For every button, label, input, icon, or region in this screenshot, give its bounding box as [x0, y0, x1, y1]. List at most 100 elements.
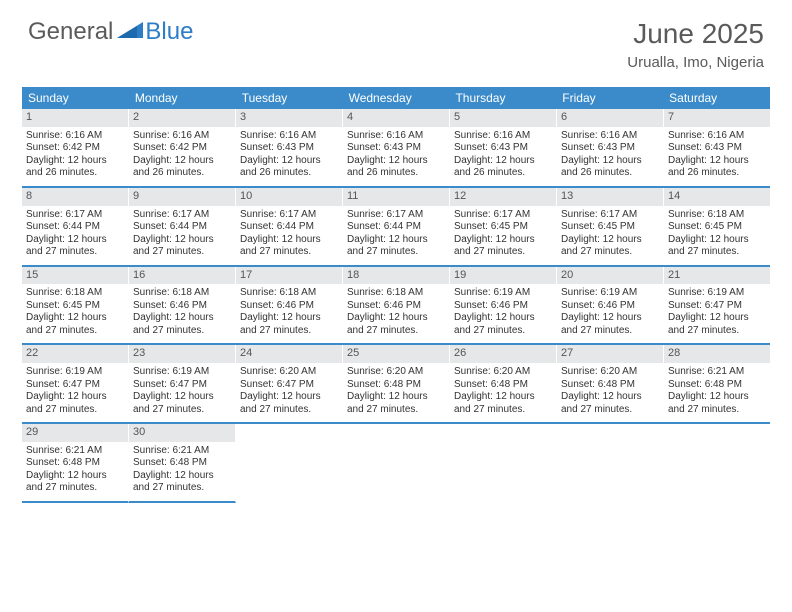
daylight-text: Daylight: 12 hours and 27 minutes. — [668, 391, 766, 416]
sunset-text: Sunset: 6:45 PM — [454, 221, 552, 234]
sunrise-text: Sunrise: 6:16 AM — [561, 130, 659, 143]
day-body: Sunrise: 6:21 AMSunset: 6:48 PMDaylight:… — [664, 363, 770, 422]
logo-triangle-icon — [117, 20, 143, 38]
sunset-text: Sunset: 6:43 PM — [454, 142, 552, 155]
daylight-text: Daylight: 12 hours and 27 minutes. — [454, 312, 552, 337]
sunrise-text: Sunrise: 6:20 AM — [454, 366, 552, 379]
day-number: 1 — [22, 109, 128, 127]
sunset-text: Sunset: 6:48 PM — [668, 379, 766, 392]
day-cell: 20Sunrise: 6:19 AMSunset: 6:46 PMDayligh… — [557, 267, 664, 344]
day-body: Sunrise: 6:19 AMSunset: 6:47 PMDaylight:… — [22, 363, 128, 422]
day-body: Sunrise: 6:19 AMSunset: 6:47 PMDaylight:… — [664, 284, 770, 343]
day-cell: 18Sunrise: 6:18 AMSunset: 6:46 PMDayligh… — [343, 267, 450, 344]
dow-monday: Monday — [129, 87, 236, 109]
daylight-text: Daylight: 12 hours and 27 minutes. — [561, 312, 659, 337]
dow-row: Sunday Monday Tuesday Wednesday Thursday… — [22, 87, 770, 109]
day-cell — [664, 424, 770, 503]
sunrise-text: Sunrise: 6:16 AM — [668, 130, 766, 143]
daylight-text: Daylight: 12 hours and 27 minutes. — [454, 391, 552, 416]
sunrise-text: Sunrise: 6:18 AM — [26, 287, 124, 300]
sunset-text: Sunset: 6:46 PM — [240, 300, 338, 313]
day-body: Sunrise: 6:20 AMSunset: 6:48 PMDaylight:… — [557, 363, 663, 422]
daylight-text: Daylight: 12 hours and 26 minutes. — [347, 155, 445, 180]
location-text: Urualla, Imo, Nigeria — [627, 54, 764, 71]
day-number: 4 — [343, 109, 449, 127]
sunset-text: Sunset: 6:48 PM — [561, 379, 659, 392]
daylight-text: Daylight: 12 hours and 27 minutes. — [668, 312, 766, 337]
day-number: 13 — [557, 188, 663, 206]
sunrise-text: Sunrise: 6:19 AM — [133, 366, 231, 379]
sunrise-text: Sunrise: 6:17 AM — [133, 209, 231, 222]
sunset-text: Sunset: 6:42 PM — [133, 142, 231, 155]
sunset-text: Sunset: 6:46 PM — [454, 300, 552, 313]
sunset-text: Sunset: 6:43 PM — [240, 142, 338, 155]
sunrise-text: Sunrise: 6:21 AM — [26, 445, 124, 458]
day-cell: 4Sunrise: 6:16 AMSunset: 6:43 PMDaylight… — [343, 109, 450, 186]
day-body: Sunrise: 6:17 AMSunset: 6:44 PMDaylight:… — [343, 206, 449, 265]
day-cell: 23Sunrise: 6:19 AMSunset: 6:47 PMDayligh… — [129, 345, 236, 422]
day-body: Sunrise: 6:17 AMSunset: 6:44 PMDaylight:… — [236, 206, 342, 265]
daylight-text: Daylight: 12 hours and 27 minutes. — [240, 312, 338, 337]
day-number: 11 — [343, 188, 449, 206]
daylight-text: Daylight: 12 hours and 27 minutes. — [561, 391, 659, 416]
day-cell: 24Sunrise: 6:20 AMSunset: 6:47 PMDayligh… — [236, 345, 343, 422]
sunrise-text: Sunrise: 6:16 AM — [133, 130, 231, 143]
day-number: 17 — [236, 267, 342, 285]
day-cell: 26Sunrise: 6:20 AMSunset: 6:48 PMDayligh… — [450, 345, 557, 422]
daylight-text: Daylight: 12 hours and 27 minutes. — [133, 470, 231, 495]
dow-sunday: Sunday — [22, 87, 129, 109]
daylight-text: Daylight: 12 hours and 26 minutes. — [454, 155, 552, 180]
sunset-text: Sunset: 6:45 PM — [668, 221, 766, 234]
day-body: Sunrise: 6:19 AMSunset: 6:46 PMDaylight:… — [557, 284, 663, 343]
day-cell — [450, 424, 557, 503]
day-body: Sunrise: 6:18 AMSunset: 6:46 PMDaylight:… — [343, 284, 449, 343]
day-cell: 22Sunrise: 6:19 AMSunset: 6:47 PMDayligh… — [22, 345, 129, 422]
day-number: 27 — [557, 345, 663, 363]
week-row: 22Sunrise: 6:19 AMSunset: 6:47 PMDayligh… — [22, 345, 770, 424]
day-cell: 27Sunrise: 6:20 AMSunset: 6:48 PMDayligh… — [557, 345, 664, 422]
sunrise-text: Sunrise: 6:20 AM — [240, 366, 338, 379]
sunrise-text: Sunrise: 6:19 AM — [668, 287, 766, 300]
sunset-text: Sunset: 6:43 PM — [347, 142, 445, 155]
daylight-text: Daylight: 12 hours and 27 minutes. — [26, 391, 124, 416]
daylight-text: Daylight: 12 hours and 27 minutes. — [240, 234, 338, 259]
sunrise-text: Sunrise: 6:16 AM — [240, 130, 338, 143]
day-cell: 14Sunrise: 6:18 AMSunset: 6:45 PMDayligh… — [664, 188, 770, 265]
daylight-text: Daylight: 12 hours and 26 minutes. — [26, 155, 124, 180]
day-number: 12 — [450, 188, 556, 206]
day-body: Sunrise: 6:18 AMSunset: 6:46 PMDaylight:… — [129, 284, 235, 343]
weeks-container: 1Sunrise: 6:16 AMSunset: 6:42 PMDaylight… — [22, 109, 770, 503]
day-number: 30 — [129, 424, 235, 442]
daylight-text: Daylight: 12 hours and 27 minutes. — [26, 234, 124, 259]
daylight-text: Daylight: 12 hours and 26 minutes. — [668, 155, 766, 180]
day-number: 16 — [129, 267, 235, 285]
day-number: 29 — [22, 424, 128, 442]
week-row: 8Sunrise: 6:17 AMSunset: 6:44 PMDaylight… — [22, 188, 770, 267]
daylight-text: Daylight: 12 hours and 27 minutes. — [347, 234, 445, 259]
sunrise-text: Sunrise: 6:21 AM — [133, 445, 231, 458]
day-number: 6 — [557, 109, 663, 127]
day-body: Sunrise: 6:17 AMSunset: 6:45 PMDaylight:… — [557, 206, 663, 265]
day-body: Sunrise: 6:20 AMSunset: 6:47 PMDaylight:… — [236, 363, 342, 422]
sunrise-text: Sunrise: 6:17 AM — [26, 209, 124, 222]
day-cell: 5Sunrise: 6:16 AMSunset: 6:43 PMDaylight… — [450, 109, 557, 186]
day-body: Sunrise: 6:21 AMSunset: 6:48 PMDaylight:… — [22, 442, 128, 501]
sunrise-text: Sunrise: 6:19 AM — [454, 287, 552, 300]
day-number: 2 — [129, 109, 235, 127]
logo-word2: Blue — [145, 18, 193, 46]
day-number: 26 — [450, 345, 556, 363]
day-body: Sunrise: 6:20 AMSunset: 6:48 PMDaylight:… — [450, 363, 556, 422]
day-number: 7 — [664, 109, 770, 127]
sunrise-text: Sunrise: 6:17 AM — [240, 209, 338, 222]
day-body: Sunrise: 6:20 AMSunset: 6:48 PMDaylight:… — [343, 363, 449, 422]
daylight-text: Daylight: 12 hours and 27 minutes. — [240, 391, 338, 416]
sunset-text: Sunset: 6:43 PM — [668, 142, 766, 155]
day-cell — [343, 424, 450, 503]
sunset-text: Sunset: 6:46 PM — [133, 300, 231, 313]
day-cell: 19Sunrise: 6:19 AMSunset: 6:46 PMDayligh… — [450, 267, 557, 344]
sunrise-text: Sunrise: 6:19 AM — [26, 366, 124, 379]
sunrise-text: Sunrise: 6:16 AM — [26, 130, 124, 143]
dow-wednesday: Wednesday — [343, 87, 450, 109]
daylight-text: Daylight: 12 hours and 26 minutes. — [561, 155, 659, 180]
day-body: Sunrise: 6:16 AMSunset: 6:43 PMDaylight:… — [343, 127, 449, 186]
